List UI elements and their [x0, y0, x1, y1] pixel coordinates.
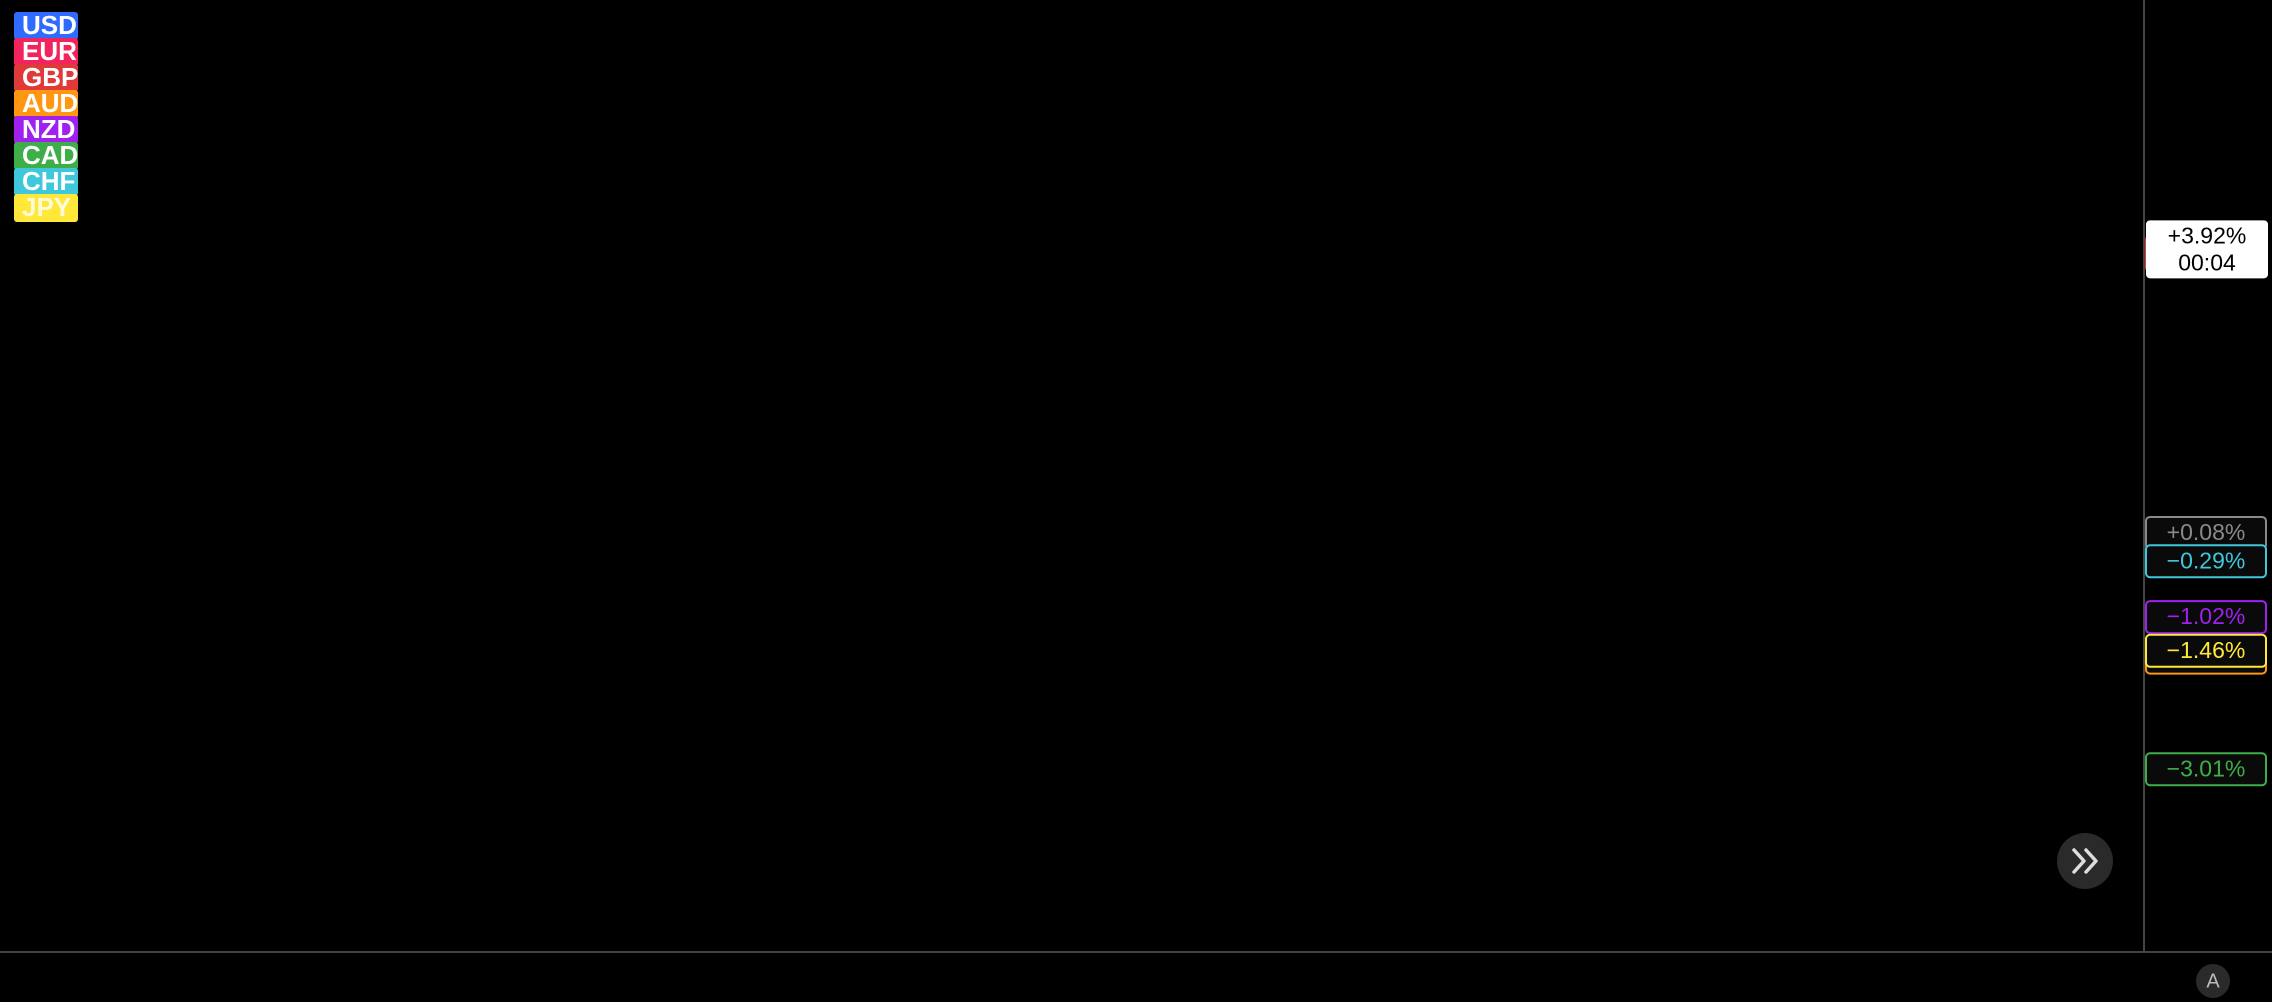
price-badge: −0.29% — [2145, 544, 2267, 579]
legend-swatch — [14, 194, 78, 222]
legend-item: USD — [14, 10, 78, 40]
legend-label: USD — [22, 10, 77, 40]
legend-swatch — [14, 116, 78, 144]
legend-label: CHF — [22, 166, 75, 196]
legend-label: EUR — [22, 36, 77, 66]
axes — [0, 0, 2272, 953]
legend-label: NZD — [22, 114, 75, 144]
legend-label: CAD — [22, 140, 78, 170]
chevron-icon — [2072, 848, 2098, 874]
auto-button-label: A — [2206, 970, 2220, 992]
price-badge-box — [2145, 752, 2267, 787]
legend-item: NZD — [14, 114, 78, 144]
price-badge-box — [2145, 633, 2267, 668]
badges: +0.08%+3.76%+3.71%−1.55%−1.02%−3.01%−0.2… — [2145, 220, 2268, 787]
price-badge: +0.08% — [2145, 515, 2267, 550]
price-badge-label: −1.46% — [2167, 637, 2246, 663]
current-badge-label: +3.92% — [2168, 222, 2247, 248]
legend-swatch — [14, 168, 78, 196]
legend-swatch — [14, 90, 78, 118]
legend-swatch — [14, 12, 78, 40]
price-badge-box — [2145, 600, 2267, 635]
price-badge-label: −1.02% — [2167, 603, 2246, 629]
price-badge: −1.02% — [2145, 600, 2267, 635]
legend-item: CHF — [14, 166, 78, 196]
legend-label: AUD — [22, 88, 78, 118]
price-badge-label: −0.29% — [2167, 547, 2246, 573]
auto-button-bg[interactable] — [2196, 964, 2230, 998]
current-badge-box — [2146, 220, 2268, 279]
legend-swatch — [14, 64, 78, 92]
legend-label: GBP — [22, 62, 78, 92]
price-badge: −1.46% — [2145, 633, 2267, 668]
auto-button[interactable]: A — [2196, 964, 2230, 998]
price-badge-label: +0.08% — [2167, 519, 2246, 545]
legend-item: EUR — [14, 36, 78, 66]
legend-item: AUD — [14, 88, 78, 118]
current-badge-countdown: 00:04 — [2178, 249, 2236, 275]
legend-swatch — [14, 142, 78, 170]
price-badge-label: −3.01% — [2167, 755, 2246, 781]
price-badge-box — [2145, 544, 2267, 579]
legend-label: JPY — [22, 192, 71, 222]
current-badge: +3.92%00:04 — [2146, 220, 2268, 279]
scroll-button[interactable] — [2057, 833, 2113, 889]
price-badge: −3.01% — [2145, 752, 2267, 787]
legend-item: CAD — [14, 140, 78, 170]
legend-swatch — [14, 38, 78, 66]
legend-item: GBP — [14, 62, 78, 92]
legend-item: JPY — [14, 192, 78, 222]
